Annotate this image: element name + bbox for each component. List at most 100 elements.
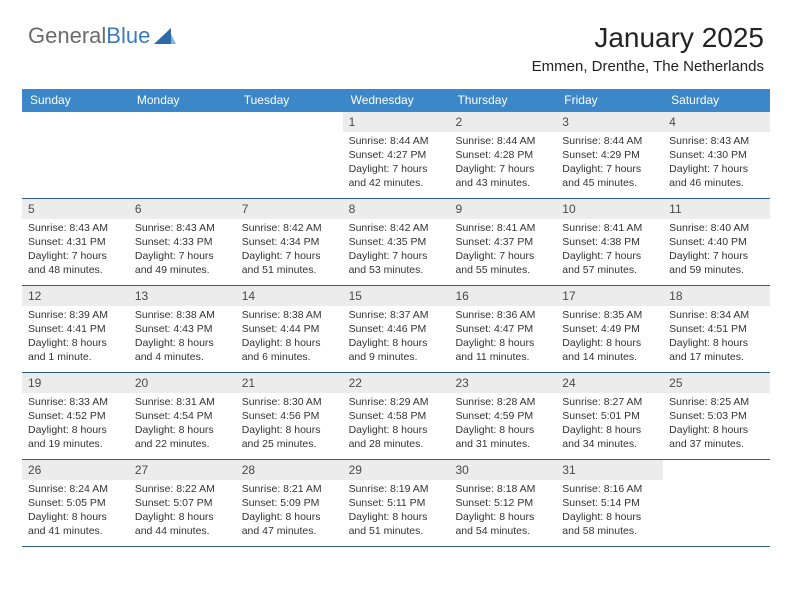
day-line: Daylight: 8 hours <box>455 337 550 351</box>
day-line: and 47 minutes. <box>242 525 337 539</box>
day-body: Sunrise: 8:42 AMSunset: 4:34 PMDaylight:… <box>236 219 343 281</box>
day-line: and 43 minutes. <box>455 177 550 191</box>
day-line: Sunset: 4:58 PM <box>349 410 444 424</box>
day-number: 14 <box>236 286 343 306</box>
day-line: Sunset: 5:01 PM <box>562 410 657 424</box>
day-line: and 49 minutes. <box>135 264 230 278</box>
day-body: Sunrise: 8:44 AMSunset: 4:29 PMDaylight:… <box>556 132 663 194</box>
day-line: and 54 minutes. <box>455 525 550 539</box>
day-line: Sunrise: 8:42 AM <box>349 222 444 236</box>
day-cell <box>129 112 236 198</box>
day-body: Sunrise: 8:25 AMSunset: 5:03 PMDaylight:… <box>663 393 770 455</box>
weekday-header-cell: Wednesday <box>343 89 450 112</box>
day-line: Sunrise: 8:34 AM <box>669 309 764 323</box>
day-number: 21 <box>236 373 343 393</box>
day-number: 4 <box>663 112 770 132</box>
day-body: Sunrise: 8:24 AMSunset: 5:05 PMDaylight:… <box>22 480 129 542</box>
day-line: Sunset: 4:27 PM <box>349 149 444 163</box>
day-line: and 46 minutes. <box>669 177 764 191</box>
day-number: 19 <box>22 373 129 393</box>
day-body: Sunrise: 8:34 AMSunset: 4:51 PMDaylight:… <box>663 306 770 368</box>
day-number: 10 <box>556 199 663 219</box>
day-body: Sunrise: 8:29 AMSunset: 4:58 PMDaylight:… <box>343 393 450 455</box>
week-row: 12Sunrise: 8:39 AMSunset: 4:41 PMDayligh… <box>22 286 770 373</box>
weekday-header-row: SundayMondayTuesdayWednesdayThursdayFrid… <box>22 89 770 112</box>
day-line: and 34 minutes. <box>562 438 657 452</box>
day-body: Sunrise: 8:38 AMSunset: 4:43 PMDaylight:… <box>129 306 236 368</box>
day-line: Daylight: 8 hours <box>135 511 230 525</box>
day-body: Sunrise: 8:43 AMSunset: 4:31 PMDaylight:… <box>22 219 129 281</box>
day-cell: 5Sunrise: 8:43 AMSunset: 4:31 PMDaylight… <box>22 199 129 285</box>
day-line: Sunset: 4:30 PM <box>669 149 764 163</box>
day-cell: 14Sunrise: 8:38 AMSunset: 4:44 PMDayligh… <box>236 286 343 372</box>
day-line: and 45 minutes. <box>562 177 657 191</box>
day-cell: 4Sunrise: 8:43 AMSunset: 4:30 PMDaylight… <box>663 112 770 198</box>
day-body: Sunrise: 8:44 AMSunset: 4:27 PMDaylight:… <box>343 132 450 194</box>
day-cell: 15Sunrise: 8:37 AMSunset: 4:46 PMDayligh… <box>343 286 450 372</box>
day-line: Sunrise: 8:21 AM <box>242 483 337 497</box>
day-line: Sunset: 4:33 PM <box>135 236 230 250</box>
day-number: 18 <box>663 286 770 306</box>
day-line: Daylight: 8 hours <box>28 337 123 351</box>
day-body: Sunrise: 8:19 AMSunset: 5:11 PMDaylight:… <box>343 480 450 542</box>
day-line: Daylight: 7 hours <box>455 163 550 177</box>
day-line: Sunrise: 8:25 AM <box>669 396 764 410</box>
logo: GeneralBlue <box>28 22 176 50</box>
day-body: Sunrise: 8:42 AMSunset: 4:35 PMDaylight:… <box>343 219 450 281</box>
day-number: 20 <box>129 373 236 393</box>
calendar: SundayMondayTuesdayWednesdayThursdayFrid… <box>22 89 770 547</box>
day-cell: 6Sunrise: 8:43 AMSunset: 4:33 PMDaylight… <box>129 199 236 285</box>
day-body: Sunrise: 8:16 AMSunset: 5:14 PMDaylight:… <box>556 480 663 542</box>
weekday-header-cell: Sunday <box>22 89 129 112</box>
logo-text-general: General <box>28 23 106 49</box>
day-line: Sunrise: 8:44 AM <box>349 135 444 149</box>
month-title: January 2025 <box>532 22 764 54</box>
day-line: and 57 minutes. <box>562 264 657 278</box>
day-cell: 31Sunrise: 8:16 AMSunset: 5:14 PMDayligh… <box>556 460 663 546</box>
day-line: and 9 minutes. <box>349 351 444 365</box>
day-line: and 51 minutes. <box>242 264 337 278</box>
day-line: Sunset: 4:34 PM <box>242 236 337 250</box>
day-cell: 7Sunrise: 8:42 AMSunset: 4:34 PMDaylight… <box>236 199 343 285</box>
day-line: and 51 minutes. <box>349 525 444 539</box>
day-line: and 31 minutes. <box>455 438 550 452</box>
day-line: Daylight: 7 hours <box>135 250 230 264</box>
day-line: Sunrise: 8:33 AM <box>28 396 123 410</box>
day-line: and 19 minutes. <box>28 438 123 452</box>
day-line: Sunset: 4:52 PM <box>28 410 123 424</box>
day-cell <box>236 112 343 198</box>
day-line: Sunset: 5:05 PM <box>28 497 123 511</box>
day-body: Sunrise: 8:30 AMSunset: 4:56 PMDaylight:… <box>236 393 343 455</box>
day-line: Sunset: 4:37 PM <box>455 236 550 250</box>
day-number: 5 <box>22 199 129 219</box>
day-line: Daylight: 7 hours <box>455 250 550 264</box>
day-line: Daylight: 8 hours <box>669 424 764 438</box>
day-line: Sunrise: 8:19 AM <box>349 483 444 497</box>
day-line: Sunrise: 8:43 AM <box>135 222 230 236</box>
day-cell: 17Sunrise: 8:35 AMSunset: 4:49 PMDayligh… <box>556 286 663 372</box>
day-line: Sunrise: 8:39 AM <box>28 309 123 323</box>
day-cell: 1Sunrise: 8:44 AMSunset: 4:27 PMDaylight… <box>343 112 450 198</box>
day-body: Sunrise: 8:37 AMSunset: 4:46 PMDaylight:… <box>343 306 450 368</box>
day-line: Sunrise: 8:29 AM <box>349 396 444 410</box>
day-line: and 17 minutes. <box>669 351 764 365</box>
day-line: Sunrise: 8:27 AM <box>562 396 657 410</box>
day-line: Sunset: 4:46 PM <box>349 323 444 337</box>
day-line: and 22 minutes. <box>135 438 230 452</box>
weekday-header-cell: Thursday <box>449 89 556 112</box>
location-text: Emmen, Drenthe, The Netherlands <box>532 58 764 75</box>
day-body: Sunrise: 8:22 AMSunset: 5:07 PMDaylight:… <box>129 480 236 542</box>
day-line: and 1 minute. <box>28 351 123 365</box>
day-line: Sunrise: 8:24 AM <box>28 483 123 497</box>
title-block: January 2025 Emmen, Drenthe, The Netherl… <box>532 22 764 75</box>
day-number: 13 <box>129 286 236 306</box>
day-body: Sunrise: 8:44 AMSunset: 4:28 PMDaylight:… <box>449 132 556 194</box>
day-line: and 55 minutes. <box>455 264 550 278</box>
day-line: Sunset: 4:38 PM <box>562 236 657 250</box>
weekday-header-cell: Saturday <box>663 89 770 112</box>
day-cell: 19Sunrise: 8:33 AMSunset: 4:52 PMDayligh… <box>22 373 129 459</box>
weekday-header-cell: Monday <box>129 89 236 112</box>
day-line: Sunset: 5:09 PM <box>242 497 337 511</box>
day-line: Daylight: 7 hours <box>669 163 764 177</box>
day-number: 3 <box>556 112 663 132</box>
